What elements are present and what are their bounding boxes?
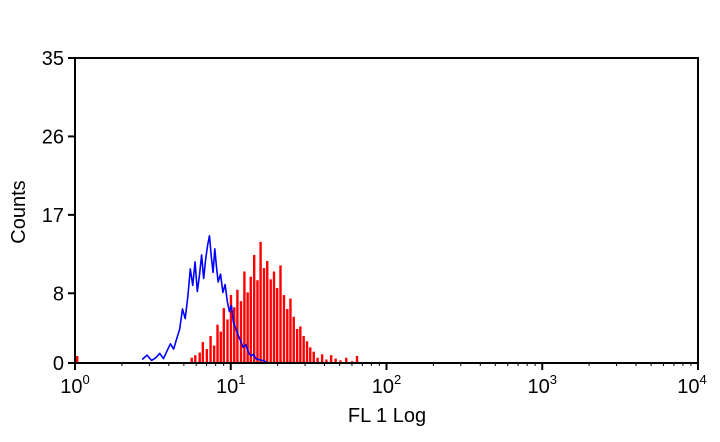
histogram-bar bbox=[236, 289, 239, 363]
histogram-bar bbox=[212, 345, 216, 363]
histogram-bar bbox=[345, 357, 348, 363]
plot-layer bbox=[74, 234, 359, 363]
x-tick-label: 102 bbox=[372, 372, 401, 398]
histogram-bar bbox=[216, 324, 219, 363]
histogram-bar bbox=[201, 342, 205, 363]
histogram-bar bbox=[219, 331, 222, 363]
histogram-bar bbox=[252, 254, 256, 363]
histogram-bar bbox=[198, 352, 201, 363]
histogram-bar bbox=[275, 288, 279, 363]
x-tick-label: 103 bbox=[528, 372, 557, 398]
histogram-bar bbox=[302, 335, 305, 363]
histogram-bar bbox=[243, 271, 246, 363]
histogram-bar bbox=[325, 359, 328, 363]
histogram-outline-series-1 bbox=[141, 234, 267, 363]
y-tick-label: 26 bbox=[42, 126, 64, 148]
histogram-bar bbox=[259, 241, 262, 363]
histogram-bar bbox=[249, 276, 252, 363]
histogram-bar bbox=[205, 349, 209, 363]
y-tick-label: 35 bbox=[42, 48, 64, 70]
histogram-bar bbox=[209, 335, 212, 363]
histogram-bar bbox=[320, 354, 324, 363]
histogram-bar bbox=[316, 357, 319, 363]
histogram-bar bbox=[233, 307, 236, 363]
y-tick-label: 17 bbox=[42, 205, 64, 227]
y-tick-label: 0 bbox=[53, 353, 64, 375]
x-tick-label: 104 bbox=[677, 372, 706, 398]
histogram-bar bbox=[295, 329, 299, 363]
histogram-bar bbox=[299, 326, 302, 363]
histogram-bar bbox=[279, 265, 282, 363]
histogram-bar bbox=[194, 355, 197, 363]
histogram-bar bbox=[239, 301, 243, 363]
histogram-bar bbox=[190, 357, 193, 363]
y-axis-title: Counts bbox=[8, 180, 30, 243]
x-tick-label: 101 bbox=[216, 372, 245, 398]
x-tick-label: 100 bbox=[60, 372, 89, 398]
histogram-bar bbox=[266, 261, 269, 363]
histogram-bar bbox=[229, 295, 233, 363]
histogram-bar bbox=[292, 316, 295, 363]
histogram-bar bbox=[309, 347, 312, 363]
histogram-bar bbox=[312, 351, 315, 363]
histogram-bar bbox=[355, 356, 359, 363]
histogram-bar bbox=[226, 319, 229, 363]
y-tick-label: 8 bbox=[53, 283, 64, 305]
histogram-bar bbox=[282, 295, 286, 363]
histogram-bar bbox=[222, 308, 226, 363]
histogram-bar bbox=[289, 298, 292, 363]
histogram-bar bbox=[329, 355, 333, 363]
axis-layer: 0 8 17 26 35 100 101 102 103 104 bbox=[42, 48, 707, 398]
histogram-bar bbox=[256, 280, 259, 363]
histogram-bar bbox=[272, 271, 276, 363]
histogram-bar bbox=[286, 308, 289, 363]
x-axis-title: FL 1 Log bbox=[348, 405, 426, 427]
plot-frame bbox=[74, 57, 699, 364]
histogram-bar bbox=[246, 292, 249, 363]
histogram-bar bbox=[262, 268, 266, 363]
histogram-bar bbox=[305, 341, 309, 363]
histogram-bar bbox=[76, 356, 79, 363]
histogram-bar bbox=[269, 279, 272, 363]
histogram-bar bbox=[339, 360, 342, 363]
histogram-bar bbox=[334, 358, 337, 363]
